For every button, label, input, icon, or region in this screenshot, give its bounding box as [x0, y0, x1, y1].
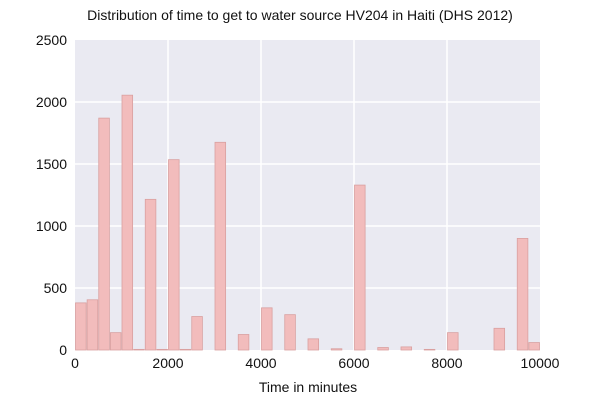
x-tick-label: 6000 — [338, 355, 369, 371]
histogram-bar — [191, 316, 203, 351]
x-tick-label: 0 — [71, 355, 79, 371]
chart-title: Distribution of time to get to water sou… — [87, 7, 513, 23]
histogram-bar — [156, 348, 168, 351]
histogram-bar — [98, 117, 110, 351]
x-tick-labels: 0 2000 4000 6000 8000 10000 — [71, 355, 560, 371]
histogram-bar — [133, 348, 145, 351]
y-tick-label: 1500 — [36, 156, 67, 172]
histogram-bar — [493, 327, 506, 351]
histogram-bar — [377, 347, 389, 351]
plot-area — [75, 40, 540, 350]
y-tick-label: 1000 — [36, 218, 67, 234]
histogram-bar — [284, 314, 296, 351]
histogram-bar — [144, 198, 157, 351]
histogram-bar — [330, 348, 343, 351]
y-tick-label: 2000 — [36, 94, 67, 110]
bars — [75, 94, 540, 351]
histogram-bar — [179, 348, 192, 351]
histogram-bar — [237, 334, 250, 351]
x-tick-label: 10000 — [521, 355, 560, 371]
x-tick-label: 4000 — [245, 355, 276, 371]
histogram-bar — [400, 346, 413, 351]
histogram-bar — [516, 237, 529, 351]
y-tick-label: 500 — [44, 280, 68, 296]
histogram-bar — [168, 159, 180, 351]
histogram-bar — [75, 302, 87, 351]
y-tick-label: 2500 — [36, 32, 67, 48]
y-tick-labels: 0 500 1000 1500 2000 2500 — [36, 32, 67, 358]
histogram-bar — [261, 307, 273, 351]
histogram-bar — [214, 141, 227, 351]
histogram-bar — [109, 332, 122, 351]
x-tick-label: 8000 — [431, 355, 462, 371]
histogram-bar — [528, 342, 540, 351]
histogram-bar — [354, 184, 366, 351]
x-axis-label: Time in minutes — [259, 379, 357, 395]
histogram-bar — [307, 338, 320, 351]
histogram-bar — [423, 348, 436, 351]
histogram-bar — [121, 94, 134, 351]
y-tick-label: 0 — [59, 342, 67, 358]
x-tick-label: 2000 — [152, 355, 183, 371]
histogram-bar — [447, 332, 459, 351]
histogram-bar — [86, 299, 99, 351]
